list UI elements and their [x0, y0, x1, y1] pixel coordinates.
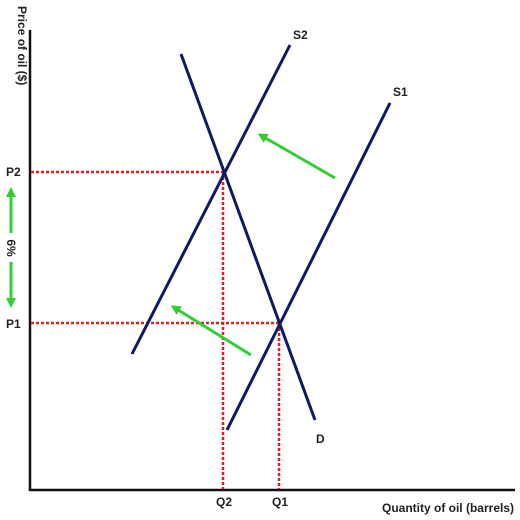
p2-label: P2	[6, 165, 21, 179]
s1-label: S1	[393, 85, 408, 99]
y-axis-title: Price of oil ($)	[15, 6, 29, 85]
x-axis-title: Quantity of oil (barrels)	[382, 501, 514, 515]
q1-label: Q1	[272, 495, 288, 509]
q2-label: Q2	[216, 495, 232, 509]
demand-curve	[179, 53, 317, 421]
supply-curve-s1	[225, 102, 392, 431]
s2-label: S2	[293, 28, 308, 42]
supply-curve-s2	[130, 44, 292, 355]
change-label: 6%	[4, 239, 18, 257]
p1-label: P1	[6, 317, 21, 331]
shift-arrow-upper	[257, 133, 336, 180]
demand-label: D	[316, 432, 325, 446]
shift-arrow-lower	[170, 305, 252, 357]
